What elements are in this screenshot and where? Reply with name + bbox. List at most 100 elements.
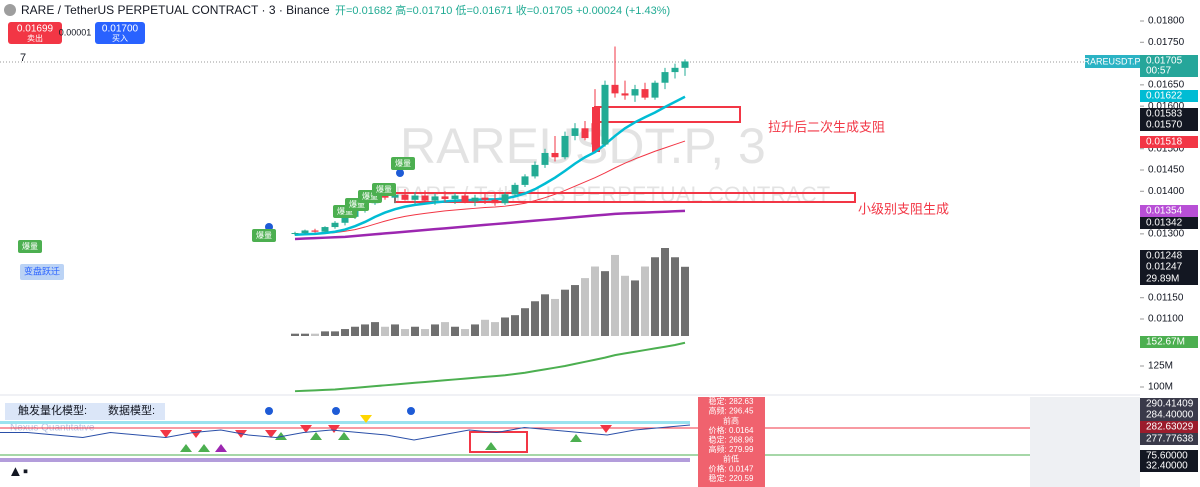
indicator-header xyxy=(5,403,165,420)
buy-button[interactable] xyxy=(95,22,145,44)
stats-line: 稳定: 282.63 xyxy=(709,396,754,406)
volume-bar xyxy=(341,329,349,336)
candle-body xyxy=(621,93,629,96)
volume-bar xyxy=(551,298,559,336)
price-label: 0.01570 xyxy=(1146,120,1183,131)
candle-body xyxy=(571,128,579,136)
y-tick-label: 0.01100 xyxy=(1148,314,1184,325)
volume-bar xyxy=(661,248,669,336)
price-label-box xyxy=(1140,433,1198,445)
buy-label: 买入 xyxy=(112,34,128,43)
candle-body xyxy=(541,152,549,165)
volume-bar xyxy=(411,326,419,336)
candle-body xyxy=(491,199,499,204)
candle-body xyxy=(471,197,479,202)
candle-body xyxy=(321,227,329,232)
volume-bar xyxy=(571,285,579,336)
burst-tag: 爆量 xyxy=(337,206,353,216)
price-label-box xyxy=(1140,217,1198,229)
sell-button[interactable] xyxy=(8,22,62,44)
candle-body xyxy=(421,195,429,201)
volume-bar xyxy=(461,329,469,336)
header-symbol: RARE / TetherUS PERPETUAL CONTRACT · 3 ·… xyxy=(21,3,330,17)
burst-tag: 爆量 xyxy=(362,191,378,201)
annotation: 拉升后二次生成支阻 xyxy=(768,119,885,134)
logo: ▲▪ xyxy=(8,463,28,480)
candle-body xyxy=(411,195,419,200)
candle-body xyxy=(511,184,519,195)
volume-bar xyxy=(481,319,489,336)
stats-line: 高频: 279.99 xyxy=(709,444,754,454)
cum-tick-label: 125M xyxy=(1148,361,1173,372)
burst-tag: 爆量 xyxy=(349,199,365,209)
burst-tag-box xyxy=(391,157,415,170)
y-tick-label: 0.01750 xyxy=(1148,37,1185,48)
price-label: 282.63029 xyxy=(1146,422,1194,433)
candle-body xyxy=(601,84,609,145)
volume-bar xyxy=(511,315,519,336)
price-label-box xyxy=(1140,90,1198,102)
ma-line xyxy=(294,95,686,236)
price-label-box xyxy=(1140,108,1198,120)
cumulative-line xyxy=(294,341,686,393)
candle-body xyxy=(641,89,649,98)
symbol-tag-box xyxy=(1085,55,1140,68)
volume-bar xyxy=(321,331,329,336)
price-label-box xyxy=(1140,336,1198,348)
price-label-box xyxy=(1140,409,1198,421)
volume-bar xyxy=(601,271,609,336)
candle-body xyxy=(291,233,299,235)
y-tick-label: 0.01650 xyxy=(1148,79,1185,90)
faded-table xyxy=(1030,397,1140,487)
candle-body xyxy=(661,72,669,83)
burst-tag: 爆量 xyxy=(22,241,38,251)
cum-tick-label: 100M xyxy=(1148,382,1173,393)
price-label-box xyxy=(1140,136,1198,148)
volume-bar xyxy=(681,266,689,336)
volume-bar xyxy=(521,308,529,336)
y-tick-label: 0.01500 xyxy=(1148,143,1185,154)
volume-bar xyxy=(651,257,659,336)
symbol-tag: RAREUSDT.P xyxy=(1083,56,1140,66)
buy-price: 0.01700 xyxy=(102,24,139,35)
volume-bar xyxy=(561,289,569,336)
burst-tag: 爆量 xyxy=(395,158,411,168)
volume-bar xyxy=(421,329,429,336)
price-label: 0.01354 xyxy=(1146,206,1183,217)
stats-line: 稳定: 220.59 xyxy=(709,473,754,483)
price-label: 277.77638 xyxy=(1146,434,1194,445)
signal xyxy=(360,415,372,423)
volume-bar xyxy=(531,301,539,336)
stats-line: 前低 xyxy=(723,454,739,464)
price-label: 0.01622 xyxy=(1146,91,1183,102)
price-label: 0.01248 xyxy=(1146,251,1183,262)
candle-body xyxy=(341,216,349,223)
volume-bar xyxy=(431,324,439,336)
price-label: 32.40000 xyxy=(1146,461,1188,472)
volume-bar xyxy=(331,331,339,336)
candle-body xyxy=(441,196,449,199)
candle-body xyxy=(591,123,599,145)
volume-bar xyxy=(371,322,379,336)
price-label-box xyxy=(1140,460,1198,472)
ma-line xyxy=(294,140,686,236)
sell-label: 卖出 xyxy=(27,33,43,43)
interval-count: 7 xyxy=(20,52,26,64)
volume-bar xyxy=(301,333,309,336)
price-label: 0.01583 xyxy=(1146,109,1183,120)
candle-body xyxy=(431,196,439,201)
volume-bar xyxy=(471,324,479,336)
symbol-icon xyxy=(4,4,16,16)
candle-body xyxy=(481,197,489,200)
stats-line: 价格: 0.0147 xyxy=(709,463,754,473)
price-label-box xyxy=(1140,65,1198,77)
candle-body xyxy=(631,89,639,96)
candle-body xyxy=(611,84,619,94)
volume-bar xyxy=(291,333,299,336)
volume-bar xyxy=(621,275,629,336)
price-label-box xyxy=(1140,119,1198,131)
candle-body xyxy=(681,61,689,68)
stats-line: 高频: 296.45 xyxy=(709,406,754,416)
